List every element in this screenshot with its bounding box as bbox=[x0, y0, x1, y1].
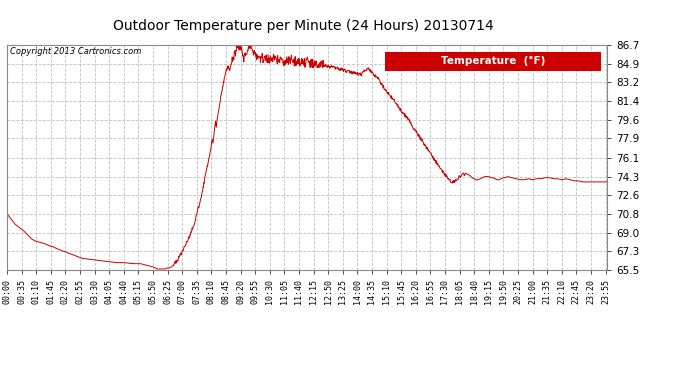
Text: Outdoor Temperature per Minute (24 Hours) 20130714: Outdoor Temperature per Minute (24 Hours… bbox=[113, 19, 494, 33]
Text: Copyright 2013 Cartronics.com: Copyright 2013 Cartronics.com bbox=[10, 47, 141, 56]
